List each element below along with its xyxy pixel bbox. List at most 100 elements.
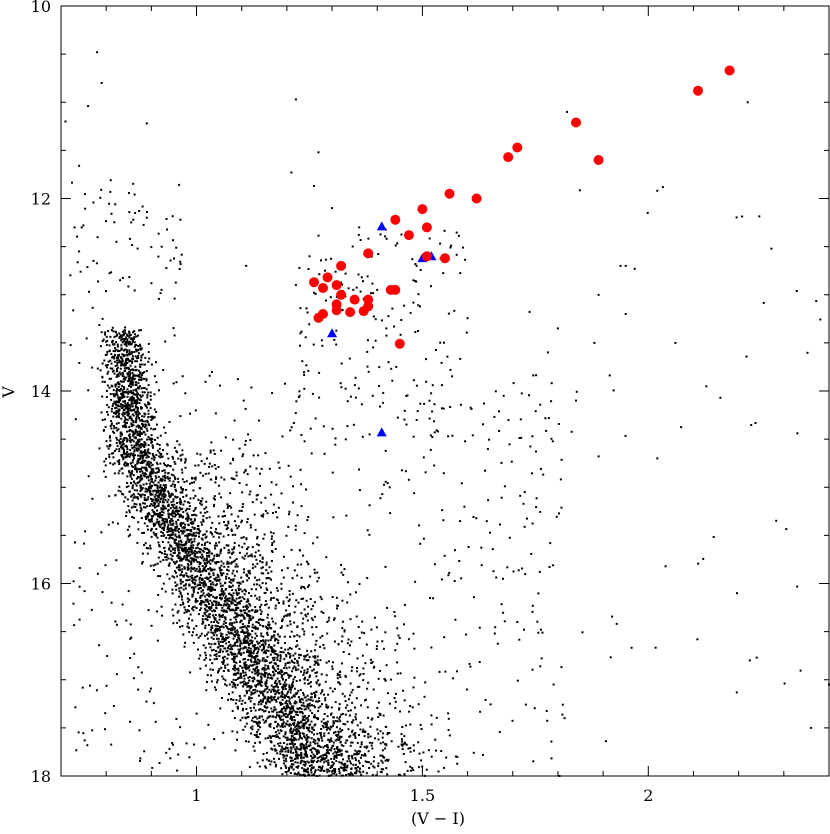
star-point: [344, 762, 347, 765]
star-point: [151, 509, 154, 512]
star-point: [142, 474, 145, 477]
star-point: [238, 650, 241, 653]
star-point: [320, 769, 323, 772]
star-point: [305, 726, 308, 729]
star-point: [332, 741, 335, 744]
star-point: [261, 643, 264, 646]
star-point: [128, 341, 131, 344]
star-point: [313, 663, 316, 666]
star-point: [176, 611, 179, 614]
star-point: [145, 379, 148, 382]
star-point: [194, 506, 197, 509]
star-point: [158, 545, 161, 548]
star-point: [236, 592, 238, 595]
star-point: [209, 559, 212, 562]
star-point: [259, 605, 262, 608]
star-point: [171, 515, 174, 518]
star-point: [247, 641, 249, 644]
star-point: [131, 516, 134, 518]
star-point: [130, 417, 133, 420]
star-point: [259, 613, 262, 615]
star-point: [242, 615, 245, 618]
star-point: [246, 548, 249, 551]
star-point: [249, 526, 252, 529]
star-point: [192, 590, 195, 593]
star-point: [394, 707, 397, 710]
star-point: [258, 659, 261, 662]
star-point: [272, 532, 275, 535]
star-point: [140, 359, 142, 362]
star-point: [133, 457, 135, 460]
star-point: [173, 507, 176, 510]
star-point: [313, 568, 316, 571]
star-point: [109, 435, 111, 438]
star-point: [120, 417, 123, 420]
star-point: [225, 595, 227, 598]
star-point: [156, 487, 159, 489]
star-point: [304, 763, 307, 766]
star-point: [124, 424, 127, 427]
star-point: [139, 434, 141, 437]
star-point: [340, 761, 343, 764]
star-point: [138, 373, 141, 376]
star-point: [197, 613, 200, 616]
star-point: [349, 771, 352, 774]
star-point: [145, 427, 148, 430]
star-point: [384, 679, 387, 682]
star-point: [184, 548, 187, 551]
star-point: [139, 454, 142, 457]
star-point: [174, 509, 177, 512]
star-point: [334, 731, 337, 733]
star-point: [268, 577, 271, 580]
star-point: [275, 685, 278, 688]
star-point: [117, 405, 120, 408]
star-point: [321, 689, 324, 692]
star-point: [417, 741, 420, 744]
star-point: [402, 753, 405, 755]
star-point: [139, 479, 142, 482]
star-point: [102, 338, 105, 341]
star-point: [236, 527, 239, 530]
star-point: [242, 626, 245, 628]
star-point: [173, 552, 176, 554]
star-point: [222, 610, 225, 613]
star-point: [212, 648, 215, 651]
star-point: [372, 760, 375, 763]
star-point: [248, 669, 251, 672]
star-point: [229, 622, 232, 625]
star-point: [297, 696, 300, 699]
star-point: [399, 774, 402, 777]
star-point: [261, 709, 264, 712]
field-stars-series: [64, 51, 830, 777]
star-point: [288, 738, 291, 741]
star-point: [110, 407, 113, 410]
star-point: [199, 574, 202, 577]
star-point: [210, 532, 213, 534]
star-point: [265, 672, 268, 675]
star-point: [203, 658, 206, 661]
star-point: [232, 438, 235, 441]
star-point: [308, 744, 311, 747]
star-point: [134, 360, 137, 363]
star-point: [270, 695, 273, 698]
star-point: [162, 518, 165, 520]
star-point: [403, 741, 406, 744]
star-point: [240, 642, 243, 645]
star-point: [192, 631, 194, 634]
star-point: [456, 762, 459, 765]
star-point: [181, 453, 184, 456]
star-point: [235, 699, 238, 701]
star-point: [274, 708, 277, 711]
star-point: [187, 534, 190, 537]
star-point: [256, 717, 259, 720]
star-point: [133, 480, 135, 483]
star-point: [219, 629, 221, 632]
star-point: [273, 634, 276, 637]
star-point: [294, 725, 297, 728]
star-point: [132, 452, 135, 455]
star-point: [316, 742, 319, 745]
star-point: [112, 393, 115, 396]
star-point: [130, 396, 133, 399]
star-point: [327, 774, 330, 777]
